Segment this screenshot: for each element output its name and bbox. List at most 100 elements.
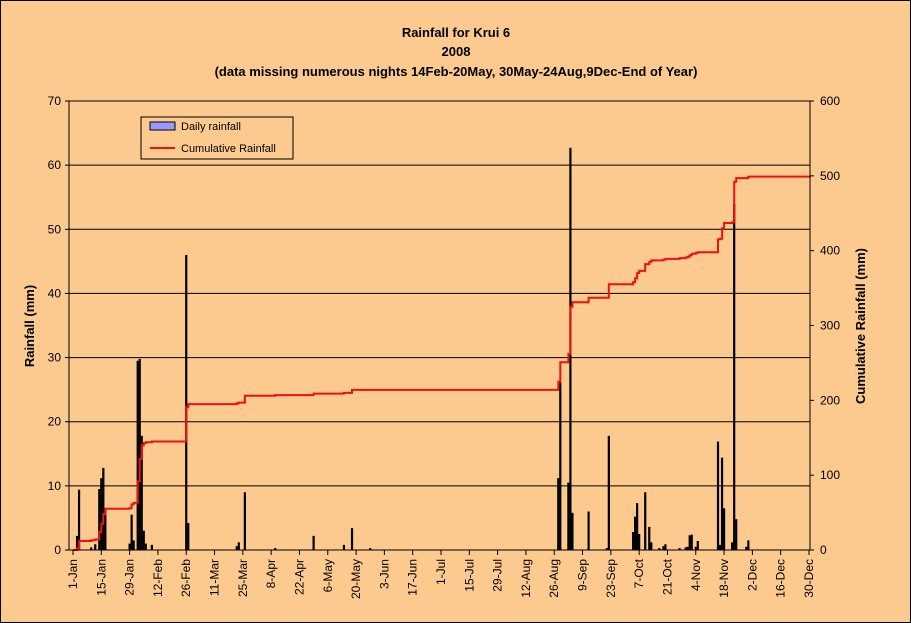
daily-rainfall-bar — [98, 489, 101, 550]
daily-rainfall-bar — [102, 467, 105, 550]
x-tick-label: 4-Nov — [689, 559, 703, 591]
x-tick-label: 15-Jan — [94, 559, 108, 596]
y2-tick-label: 0 — [820, 543, 827, 557]
chart-title-line-3: (data missing numerous nights 14Feb-20Ma… — [215, 64, 698, 79]
legend: Daily rainfall Cumulative Rainfall — [140, 116, 294, 160]
daily-rainfall-bar — [658, 548, 661, 550]
daily-rainfall-bar — [100, 478, 103, 550]
daily-rainfall-bar — [138, 358, 141, 550]
daily-rainfall-bar — [274, 548, 277, 550]
daily-rainfall-bar — [243, 492, 246, 550]
daily-rainfall-bar — [567, 482, 570, 550]
x-tick-label: 26-Aug — [547, 559, 561, 598]
daily-rainfall-bar — [369, 548, 372, 550]
y-tick-label: 70 — [48, 94, 62, 108]
x-tick-label: 11-Mar — [208, 559, 222, 596]
x-tick-label: 29-Jul — [491, 559, 505, 592]
daily-rainfall-bars — [75, 147, 750, 550]
daily-rainfall-bar — [745, 546, 748, 550]
daily-rainfall-bar — [187, 523, 190, 550]
daily-rainfall-bar — [136, 360, 139, 550]
y-tick-label: 50 — [48, 222, 62, 236]
daily-rainfall-bar — [747, 540, 750, 550]
daily-rainfall-bar — [716, 441, 720, 550]
cumulative-rainfall-line — [73, 175, 811, 551]
y-tick-label: 20 — [48, 415, 62, 429]
daily-rainfall-bar — [650, 542, 653, 550]
daily-rainfall-bar — [130, 514, 133, 550]
daily-rainfall-bar — [607, 435, 610, 550]
y2-axis-label: Cumulative Rainfall (mm) — [853, 248, 868, 404]
daily-rainfall-bar — [128, 543, 131, 550]
y-tick-label: 30 — [48, 351, 62, 365]
daily-rainfall-bar — [690, 534, 693, 550]
daily-rainfall-bar — [733, 203, 736, 550]
daily-rainfall-bar — [735, 519, 738, 550]
y-tick-label: 60 — [48, 158, 62, 172]
daily-rainfall-bar — [235, 546, 238, 550]
daily-rainfall-bar — [75, 535, 79, 550]
y2-axis-ticks: 0 100 200 300 400 500 600 — [810, 94, 840, 557]
daily-rainfall-bar — [731, 542, 734, 550]
chart-title-line-1: Rainfall for Krui 6 — [402, 25, 510, 40]
x-tick-label: 1-Jan — [66, 559, 80, 589]
daily-rainfall-bar — [684, 547, 687, 550]
daily-rainfall-bar — [150, 544, 153, 550]
daily-rainfall-bar — [631, 532, 635, 550]
x-tick-label: 2-Dec — [745, 559, 759, 591]
x-tick-label: 16-Dec — [774, 559, 788, 598]
daily-rainfall-bar — [722, 508, 726, 550]
daily-rainfall-bar — [342, 544, 346, 550]
x-tick-label: 6-May — [321, 559, 335, 592]
daily-rainfall-bar — [718, 544, 722, 550]
daily-rainfall-bar — [696, 541, 699, 550]
daily-rainfall-bar — [634, 516, 637, 550]
x-tick-label: 18-Nov — [717, 559, 731, 598]
x-tick-label: 17-Jun — [406, 559, 420, 596]
y2-tick-label: 300 — [820, 319, 840, 333]
daily-rainfall-bar — [312, 535, 315, 550]
daily-rainfall-bar — [350, 528, 354, 550]
x-tick-label: 8-Apr — [264, 559, 278, 588]
y-tick-label: 10 — [48, 479, 62, 493]
x-tick-label: 7-Oct — [632, 558, 646, 588]
x-tick-label: 23-Sep — [604, 559, 618, 598]
y2-tick-label: 600 — [820, 94, 840, 108]
y-axis-label: Rainfall (mm) — [22, 285, 37, 367]
chart-title-line-2: 2008 — [442, 44, 471, 59]
daily-rainfall-bar — [77, 489, 81, 550]
y2-tick-label: 400 — [820, 244, 840, 258]
x-tick-label: 1-Jul — [434, 559, 448, 585]
x-tick-label: 12-Aug — [519, 559, 533, 598]
x-tick-label: 26-Feb — [179, 559, 193, 597]
daily-rainfall-bar — [678, 548, 681, 550]
daily-rainfall-bar — [142, 530, 145, 550]
x-tick-label: 21-Oct — [660, 558, 674, 595]
legend-swatch-daily — [149, 121, 176, 131]
y2-tick-label: 500 — [820, 169, 840, 183]
daily-rainfall-bar — [664, 544, 667, 550]
gridlines — [69, 100, 810, 487]
daily-rainfall-bar — [638, 533, 641, 550]
legend-label-daily: Daily rainfall — [181, 121, 241, 133]
daily-rainfall-bar — [720, 457, 724, 550]
daily-rainfall-bar — [132, 540, 135, 550]
x-tick-label: 9-Sep — [576, 559, 590, 591]
daily-rainfall-bar — [571, 512, 574, 550]
y2-tick-label: 100 — [820, 468, 840, 482]
daily-rainfall-bar — [140, 435, 143, 550]
daily-rainfall-bar — [144, 543, 147, 550]
daily-rainfall-bar — [587, 511, 590, 550]
daily-rainfall-bar — [90, 547, 93, 550]
daily-rainfall-bar — [686, 546, 689, 550]
x-tick-label: 25-Mar — [236, 559, 250, 597]
x-tick-label: 29-Jan — [123, 559, 137, 596]
y2-tick-label: 200 — [820, 393, 840, 407]
daily-rainfall-bar — [185, 254, 188, 550]
daily-rainfall-bar — [636, 503, 639, 550]
daily-rainfall-bar — [605, 548, 608, 550]
y-tick-label: 0 — [54, 543, 61, 557]
daily-rainfall-bar — [557, 478, 560, 550]
